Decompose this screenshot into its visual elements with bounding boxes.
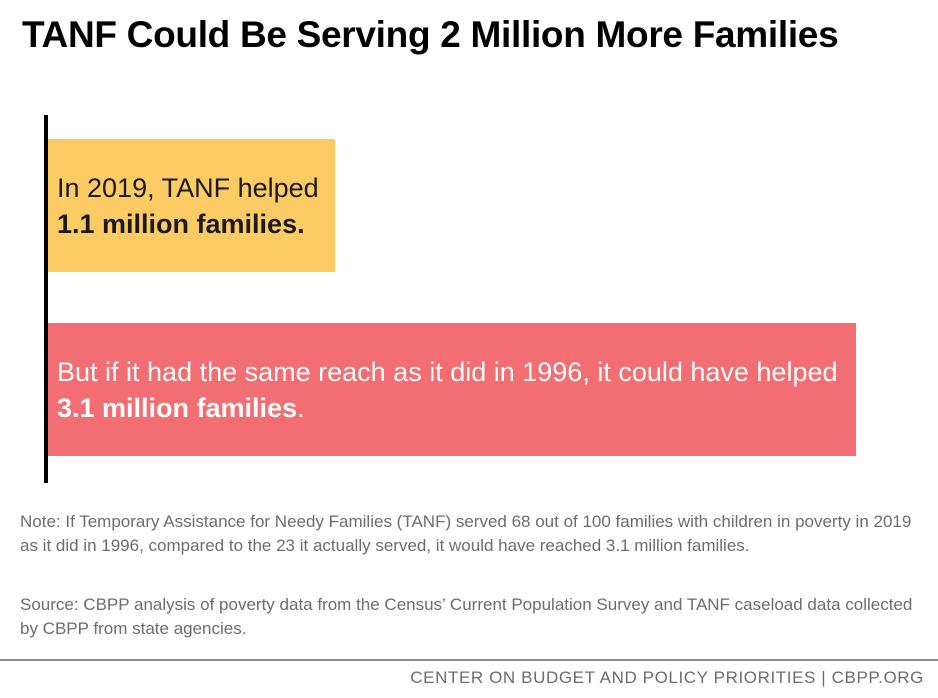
bar-label-text: But if it had the same reach as it did i… (57, 356, 838, 387)
bar-value-label: 3.1 million families. (57, 390, 856, 426)
chart-note: Note: If Temporary Assistance for Needy … (20, 512, 912, 555)
baseline-axis (44, 115, 48, 483)
footer-divider (0, 659, 938, 661)
chart-title: TANF Could Be Serving 2 Million More Fam… (22, 14, 839, 55)
bar-value-text: 1.1 million families. (57, 208, 305, 239)
bar-value-suffix: . (297, 392, 305, 423)
footer-credit: CENTER ON BUDGET AND POLICY PRIORITIES |… (410, 668, 924, 687)
bar-1996-reach: But if it had the same reach as it did i… (48, 323, 856, 456)
bar-label-text: In 2019, TANF helped (57, 172, 319, 203)
bar-2019-actual: In 2019, TANF helped 1.1 million familie… (48, 139, 335, 272)
bar-value-label: 1.1 million families. (57, 206, 335, 242)
chart-source: Source: CBPP analysis of poverty data fr… (20, 595, 913, 638)
bar-value-text: 3.1 million families (57, 392, 298, 423)
